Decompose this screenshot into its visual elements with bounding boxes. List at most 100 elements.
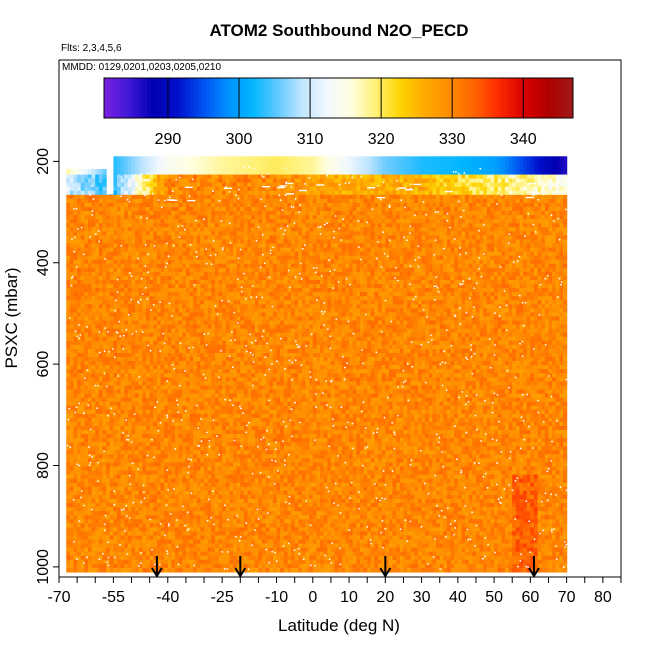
heatmap-cell <box>109 312 114 318</box>
heatmap-cell <box>182 425 187 431</box>
heatmap-cell <box>131 401 136 407</box>
heatmap-cell <box>189 332 194 338</box>
heatmap-cell <box>189 202 194 208</box>
heatmap-cell <box>225 275 231 281</box>
heatmap-cell <box>120 401 125 407</box>
heatmap-cell <box>95 381 100 386</box>
heatmap-cell <box>131 535 136 541</box>
heatmap-cell <box>131 523 136 528</box>
heatmap-cell <box>66 523 71 528</box>
heatmap-cell <box>200 243 205 249</box>
heatmap-cell <box>91 320 96 326</box>
heatmap-cell <box>98 235 104 241</box>
heatmap-cell <box>178 166 183 172</box>
heatmap-cell <box>117 178 122 184</box>
heatmap-cell <box>73 397 78 403</box>
heatmap-cell <box>73 531 78 537</box>
heatmap-cell <box>73 405 78 411</box>
heatmap-cell <box>109 527 114 532</box>
heatmap-cell <box>182 243 187 249</box>
heatmap-cell <box>156 263 162 269</box>
heatmap-cell <box>225 247 231 253</box>
heatmap-cell <box>178 288 183 293</box>
heatmap-cell <box>193 365 198 370</box>
heatmap-cell <box>80 381 85 386</box>
heatmap-cell <box>146 288 151 293</box>
heatmap-cell <box>88 551 93 557</box>
heatmap-cell <box>73 523 78 528</box>
heatmap-cell <box>131 474 136 480</box>
heatmap-cell <box>98 182 104 188</box>
heatmap-cell <box>124 271 129 277</box>
heatmap-cell <box>171 539 176 545</box>
heatmap-cell <box>185 328 191 334</box>
heatmap-cell <box>109 535 114 541</box>
heatmap-cell <box>106 494 111 500</box>
heatmap-cell <box>88 401 93 407</box>
heatmap-cell <box>207 482 212 488</box>
heatmap-cell <box>95 482 100 488</box>
heatmap-cell <box>156 190 162 196</box>
heatmap-cell <box>175 279 180 285</box>
heatmap-cell <box>240 267 245 273</box>
heatmap-cell <box>124 352 129 358</box>
heatmap-cell <box>200 409 205 415</box>
heatmap-cell <box>189 430 194 435</box>
heatmap-cell <box>124 401 129 407</box>
heatmap-cell <box>156 357 162 362</box>
heatmap-cell <box>138 263 143 269</box>
heatmap-cell <box>138 373 143 378</box>
heatmap-cell <box>160 438 165 443</box>
heatmap-cell <box>204 503 209 508</box>
heatmap-cell <box>102 567 107 573</box>
heatmap-cell <box>124 320 129 326</box>
heatmap-cell <box>142 555 147 561</box>
heatmap-cell <box>80 389 85 395</box>
heatmap-cell <box>193 235 198 241</box>
heatmap-cell <box>167 478 172 484</box>
heatmap-cell <box>189 352 194 358</box>
heatmap-cell <box>178 239 183 245</box>
heatmap-cell <box>69 519 75 524</box>
heatmap-cell <box>142 170 147 176</box>
heatmap-cell <box>135 401 140 407</box>
heatmap-cell <box>211 324 216 330</box>
heatmap-cell <box>73 263 78 269</box>
heatmap-cell <box>120 434 125 439</box>
heatmap-cell <box>182 466 187 472</box>
heatmap-cell <box>225 243 231 249</box>
heatmap-cell <box>135 194 140 200</box>
heatmap-cell <box>69 219 75 224</box>
heatmap-cell <box>207 166 212 172</box>
heatmap-cell <box>240 279 245 285</box>
heatmap-cell <box>211 336 216 342</box>
heatmap-cell <box>236 178 241 184</box>
heatmap-cell <box>149 259 154 265</box>
heatmap-cell <box>120 543 125 549</box>
heatmap-cell <box>156 373 162 378</box>
heatmap-cell <box>142 523 147 528</box>
heatmap-cell <box>142 425 147 431</box>
heatmap-cell <box>117 377 122 382</box>
heatmap-cell <box>102 417 107 423</box>
heatmap-cell <box>98 198 104 204</box>
heatmap-cell <box>160 446 165 451</box>
heatmap-cell <box>164 555 169 561</box>
heatmap-cell <box>113 158 118 163</box>
heatmap-cell <box>91 559 96 565</box>
heatmap-cell <box>80 336 85 342</box>
heatmap-cell <box>160 198 165 204</box>
heatmap-cell <box>207 393 212 399</box>
heatmap-cell <box>117 531 122 537</box>
heatmap-cell <box>196 470 202 476</box>
heatmap-cell <box>182 186 187 192</box>
heatmap-cell <box>138 275 143 281</box>
heatmap-cell <box>135 389 140 395</box>
heatmap-cell <box>124 563 129 569</box>
heatmap-cell <box>218 450 223 455</box>
heatmap-cell <box>185 340 191 346</box>
heatmap-cell <box>127 243 133 249</box>
heatmap-cell <box>66 482 71 488</box>
heatmap-cell <box>88 332 93 338</box>
heatmap-cell <box>69 357 75 362</box>
